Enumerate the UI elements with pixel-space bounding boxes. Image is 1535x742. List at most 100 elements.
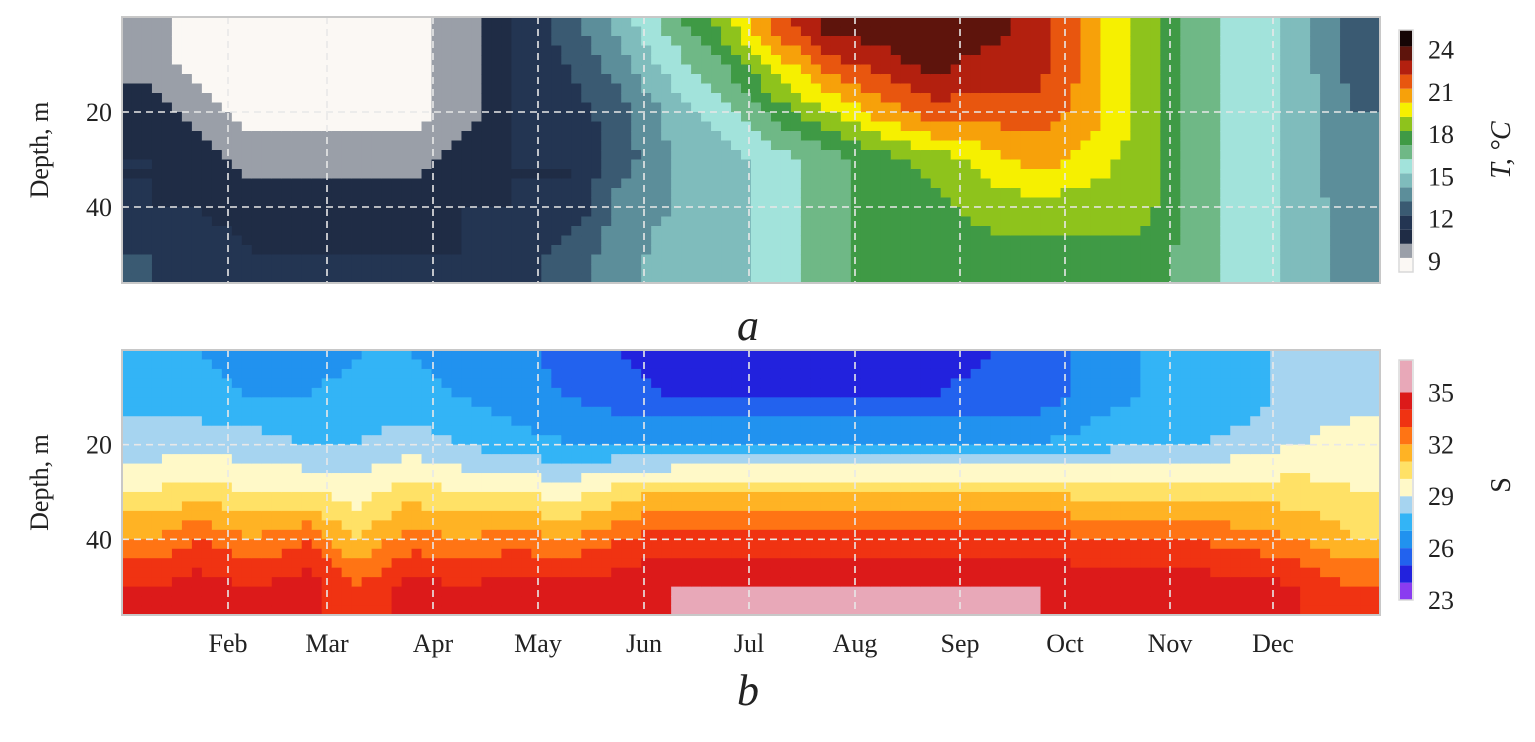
heatmap-cell	[901, 255, 912, 265]
heatmap-cell	[312, 445, 323, 455]
heatmap-cell	[1260, 245, 1271, 255]
heatmap-cell	[1230, 217, 1241, 227]
heatmap-cell	[332, 169, 343, 179]
heatmap-cell	[521, 188, 532, 198]
heatmap-cell	[292, 501, 303, 511]
heatmap-cell	[551, 160, 562, 170]
heatmap-cell	[1230, 122, 1241, 132]
heatmap-cell	[232, 131, 243, 141]
heatmap-cell	[1061, 255, 1072, 265]
heatmap-cell	[931, 169, 942, 179]
heatmap-cell	[142, 84, 153, 94]
heatmap-cell	[232, 445, 243, 455]
heatmap-cell	[1330, 122, 1341, 132]
heatmap-cell	[1330, 65, 1341, 75]
heatmap-cell	[1070, 84, 1081, 94]
heatmap-cell	[1330, 255, 1341, 265]
heatmap-cell	[461, 388, 472, 398]
heatmap-cell	[581, 217, 592, 227]
heatmap-cell	[282, 568, 293, 578]
heatmap-cell	[1290, 46, 1301, 56]
heatmap-cell	[621, 93, 632, 103]
heatmap-cell	[302, 350, 313, 360]
heatmap-cell	[571, 169, 582, 179]
heatmap-cell	[1260, 255, 1271, 265]
heatmap-cell	[262, 350, 273, 360]
heatmap-cell	[292, 350, 303, 360]
heatmap-cell	[1360, 188, 1371, 198]
heatmap-cell	[372, 388, 383, 398]
heatmap-cell	[312, 217, 323, 227]
heatmap-cell	[711, 207, 722, 217]
heatmap-cell	[641, 17, 652, 27]
heatmap-cell	[651, 112, 662, 122]
heatmap-cell	[1200, 179, 1211, 189]
heatmap-cell	[831, 65, 842, 75]
heatmap-cell	[1190, 36, 1201, 46]
heatmap-cell	[252, 103, 263, 113]
heatmap-cell	[422, 160, 433, 170]
heatmap-cell	[831, 169, 842, 179]
heatmap-cell	[402, 539, 413, 549]
heatmap-cell	[372, 226, 383, 236]
heatmap-cell	[152, 207, 163, 217]
heatmap-cell	[671, 141, 682, 151]
heatmap-cell	[202, 93, 213, 103]
heatmap-cell	[681, 255, 692, 265]
heatmap-cell	[1011, 27, 1022, 37]
heatmap-cell	[242, 558, 253, 568]
heatmap-cell	[132, 255, 143, 265]
heatmap-cell	[691, 93, 702, 103]
heatmap-cell	[242, 473, 253, 483]
heatmap-cell	[392, 27, 403, 37]
heatmap-cell	[222, 188, 233, 198]
heatmap-cell	[931, 27, 942, 37]
heatmap-cell	[861, 17, 872, 27]
heatmap-cell	[332, 416, 343, 426]
heatmap-cell	[541, 350, 552, 360]
heatmap-cell	[871, 65, 882, 75]
heatmap-cell	[471, 245, 482, 255]
heatmap-cell	[212, 596, 223, 606]
heatmap-cell	[1320, 84, 1331, 94]
heatmap-cell	[162, 473, 173, 483]
heatmap-cell	[342, 65, 353, 75]
heatmap-cell	[412, 112, 423, 122]
heatmap-cell	[1270, 122, 1281, 132]
heatmap-cell	[252, 226, 263, 236]
heatmap-cell	[422, 188, 433, 198]
heatmap-cell	[481, 17, 492, 27]
heatmap-cell	[1190, 150, 1201, 160]
heatmap-cell	[202, 150, 213, 160]
heatmap-cell	[741, 93, 752, 103]
heatmap-cell	[232, 112, 243, 122]
heatmap-cell	[372, 445, 383, 455]
heatmap-cell	[1120, 255, 1131, 265]
heatmap-cell	[761, 226, 772, 236]
heatmap-cell	[561, 255, 572, 265]
heatmap-cell	[971, 36, 982, 46]
heatmap-cell	[611, 350, 622, 360]
heatmap-cell	[1170, 141, 1181, 151]
heatmap-cell	[451, 464, 462, 474]
heatmap-cell	[302, 520, 313, 530]
heatmap-cell	[152, 46, 163, 56]
heatmap-cell	[851, 217, 862, 227]
heatmap-cell	[152, 84, 163, 94]
heatmap-cell	[1140, 188, 1151, 198]
heatmap-cell	[1041, 160, 1052, 170]
heatmap-cell	[471, 501, 482, 511]
heatmap-cell	[212, 520, 223, 530]
heatmap-cell	[1070, 160, 1081, 170]
heatmap-cell	[382, 454, 393, 464]
heatmap-cell	[212, 511, 223, 521]
heatmap-cell	[521, 122, 532, 132]
heatmap-cell	[611, 558, 622, 568]
heatmap-cell	[521, 350, 532, 360]
heatmap-cell	[491, 122, 502, 132]
heatmap-cell	[1100, 122, 1111, 132]
heatmap-cell	[1240, 179, 1251, 189]
heatmap-cell	[831, 150, 842, 160]
heatmap-cell	[262, 179, 273, 189]
heatmap-cell	[441, 492, 452, 502]
